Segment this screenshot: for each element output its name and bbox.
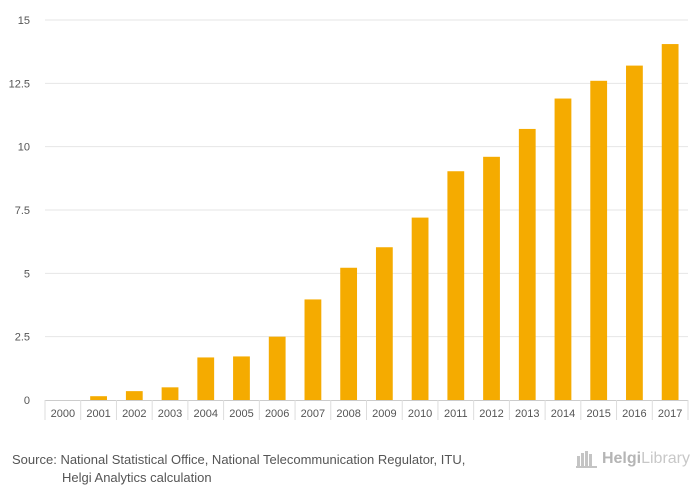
helgi-library-brand[interactable]: Helgi Library <box>575 450 690 468</box>
x-tick-label: 2006 <box>265 408 289 420</box>
y-tick-label: 15 <box>18 15 30 27</box>
x-tick-label: 2003 <box>158 408 182 420</box>
x-tick-label: 2012 <box>479 408 503 420</box>
x-tick-label: 2002 <box>122 408 146 420</box>
bar-2016[interactable] <box>626 65 643 400</box>
y-tick-label: 0 <box>24 395 30 407</box>
x-tick-label: 2005 <box>229 408 253 420</box>
helgi-library-logo-icon <box>575 451 597 468</box>
bar-2015[interactable] <box>590 80 608 401</box>
x-axis: 2000 2001 2002 2003 2004 2005 2006 2007 2008 2009… <box>44 400 689 420</box>
y-tick-label: 7.5 <box>15 205 30 217</box>
x-tick-label: 2001 <box>86 408 110 420</box>
bars <box>90 44 679 401</box>
source-text-line1: National Statistical Office, National Te… <box>60 452 466 467</box>
y-tick-label: 12.5 <box>9 78 30 90</box>
bar-2002[interactable] <box>125 391 143 400</box>
x-tick-label: 2007 <box>301 408 325 420</box>
x-tick-label: 2016 <box>622 408 646 420</box>
bar-2005[interactable] <box>233 356 250 400</box>
bar-2010[interactable] <box>411 217 429 400</box>
source-text-line2: Helgi Analytics calculation <box>62 470 212 485</box>
bar-2001[interactable] <box>90 396 107 400</box>
x-tick-label: 2004 <box>194 408 218 420</box>
bar-2004[interactable] <box>197 357 215 400</box>
y-tick-label: 10 <box>18 142 30 154</box>
x-tick-label: 2013 <box>515 408 539 420</box>
y-tick-label: 2.5 <box>15 332 30 344</box>
bar-2017[interactable] <box>661 44 679 401</box>
bar-2008[interactable] <box>340 267 358 400</box>
x-tick-label: 2011 <box>444 408 468 420</box>
bar-2006[interactable] <box>268 336 286 400</box>
bar-2009[interactable] <box>375 247 393 400</box>
bar-2011[interactable] <box>447 171 465 400</box>
y-tick-label: 5 <box>24 268 30 280</box>
x-tick-label: 2017 <box>658 408 682 420</box>
gridlines <box>45 19 688 338</box>
chart-footer: Source: National Statistical Office, Nat… <box>0 440 700 500</box>
x-tick-label: 2015 <box>586 408 610 420</box>
x-tick-label: 2009 <box>372 408 396 420</box>
bar-2013[interactable] <box>518 128 536 400</box>
bar-2014[interactable] <box>554 98 572 401</box>
y-axis-tick-labels: 0 2.5 5 7.5 10 12.5 15 <box>9 15 30 407</box>
bar-2003[interactable] <box>161 387 179 400</box>
x-tick-label: 2014 <box>551 408 575 420</box>
x-tick-label: 2000 <box>51 408 75 420</box>
bar-2012[interactable] <box>483 156 500 400</box>
brand-name-library: Library <box>641 450 690 467</box>
x-tick-label: 2010 <box>408 408 432 420</box>
x-tick-label: 2008 <box>336 408 360 420</box>
brand-name-helgi: Helgi <box>601 450 642 467</box>
source-label: Source: <box>12 452 57 467</box>
source-note: Source: National Statistical Office, Nat… <box>12 451 465 487</box>
bar-2007[interactable] <box>304 299 322 400</box>
